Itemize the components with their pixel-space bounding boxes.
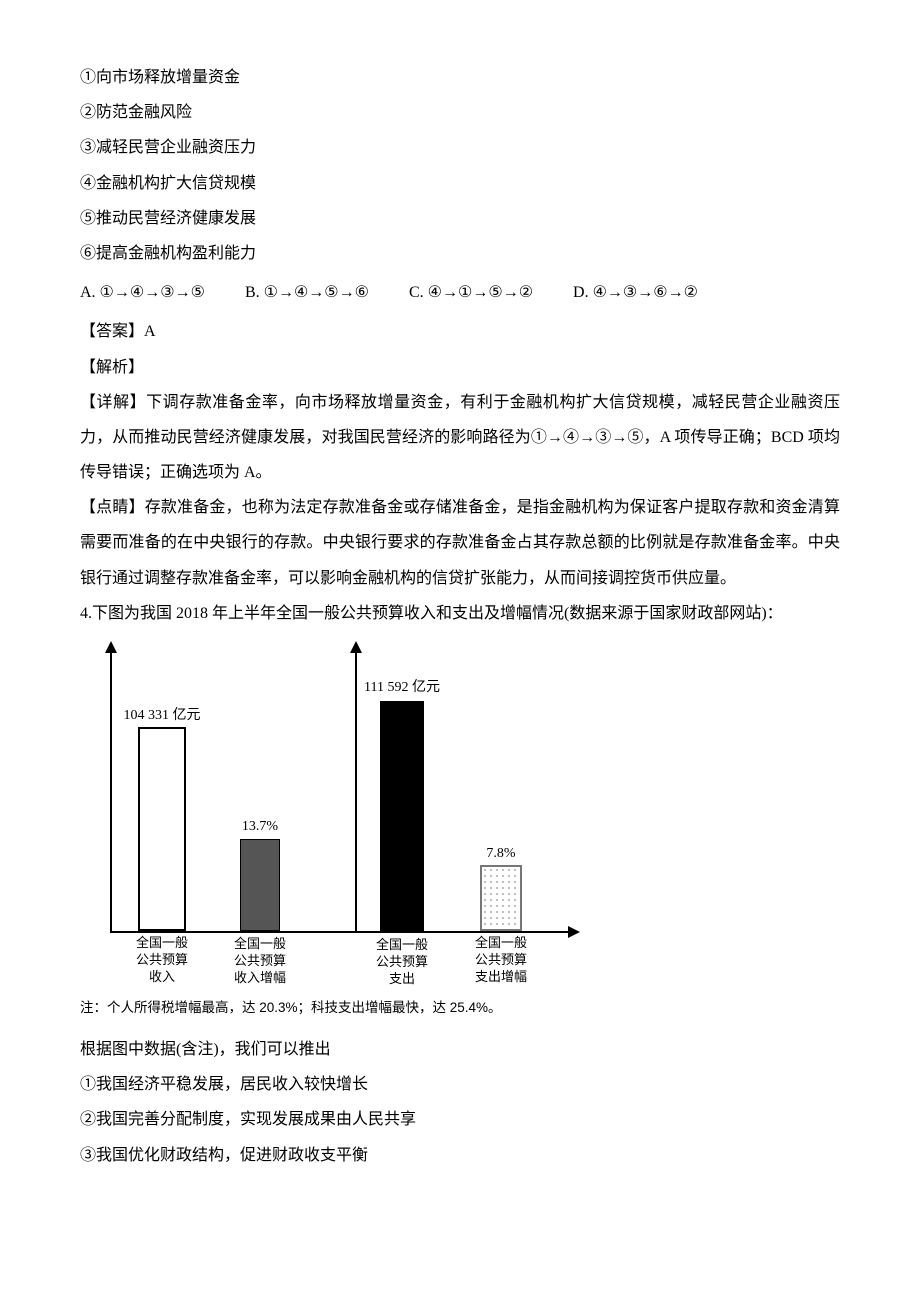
bar-top-label: 7.8% [486,839,515,870]
bar-bot-label: 全国一般 公共预算 支出增幅 [475,935,527,986]
answer-label: 【答案】A [80,314,840,349]
bar-top-label: 104 331 亿元 [124,701,201,732]
q4-opt: ③我国优化财政结构，促进财政收支平衡 [80,1138,840,1173]
analysis-label: 【解析】 [80,350,840,385]
y-axis-mid [355,651,357,931]
bar-top-label: 13.7% [242,812,278,843]
mc-option-a: A. ①→④→③→⑤ [80,275,205,310]
x-axis [110,931,570,933]
option-item: ①向市场释放增量资金 [80,60,840,95]
mc-option-b: B. ①→④→⑤→⑥ [245,275,369,310]
option-item: ③减轻民营企业融资压力 [80,130,840,165]
mc-options-row: A. ①→④→③→⑤ B. ①→④→⑤→⑥ C. ④→①→⑤→② D. ④→③→… [80,275,840,310]
option-item: ④金融机构扩大信贷规模 [80,166,840,201]
mc-option-c: C. ④→①→⑤→② [409,275,533,310]
q4-opt: ②我国完善分配制度，实现发展成果由人民共享 [80,1102,840,1137]
bar-bot-label: 全国一般 公共预算 收入 [136,935,188,986]
dianjing-text: 【点睛】存款准备金，也称为法定存款准备金或存储准备金，是指金融机构为保证客户提取… [80,490,840,596]
option-item: ②防范金融风险 [80,95,840,130]
y-axis-left [110,651,112,931]
chart-note: 注：个人所得税增幅最高，达 20.3%；科技支出增幅最快，达 25.4%。 [80,997,840,1019]
mc-option-d: D. ④→③→⑥→② [573,275,698,310]
bar-revenue-growth: 13.7% 全国一般 公共预算 收入增幅 [240,839,280,931]
option-item: ⑥提高金融机构盈利能力 [80,236,840,271]
bar-expenditure: 111 592 亿元 全国一般 公共预算 支出 [380,701,424,931]
option-item: ⑤推动民营经济健康发展 [80,201,840,236]
bar-revenue: 104 331 亿元 全国一般 公共预算 收入 [138,727,186,931]
q4-stem: 根据图中数据(含注)，我们可以推出 [80,1032,840,1067]
bar-bot-label: 全国一般 公共预算 收入增幅 [234,936,286,987]
bar-bot-label: 全国一般 公共预算 支出 [376,937,428,988]
detail-text: 【详解】下调存款准备金率，向市场释放增量资金，有利于金融机构扩大信贷规模，减轻民… [80,385,840,491]
budget-bar-chart: 104 331 亿元 全国一般 公共预算 收入 13.7% 全国一般 公共预算 … [80,651,580,991]
bar-top-label: 111 592 亿元 [364,673,440,704]
bar-expenditure-growth: 7.8% 全国一般 公共预算 支出增幅 [480,865,522,931]
q4-intro: 4.下图为我国 2018 年上半年全国一般公共预算收入和支出及增幅情况(数据来源… [80,596,840,631]
q4-opt: ①我国经济平稳发展，居民收入较快增长 [80,1067,840,1102]
